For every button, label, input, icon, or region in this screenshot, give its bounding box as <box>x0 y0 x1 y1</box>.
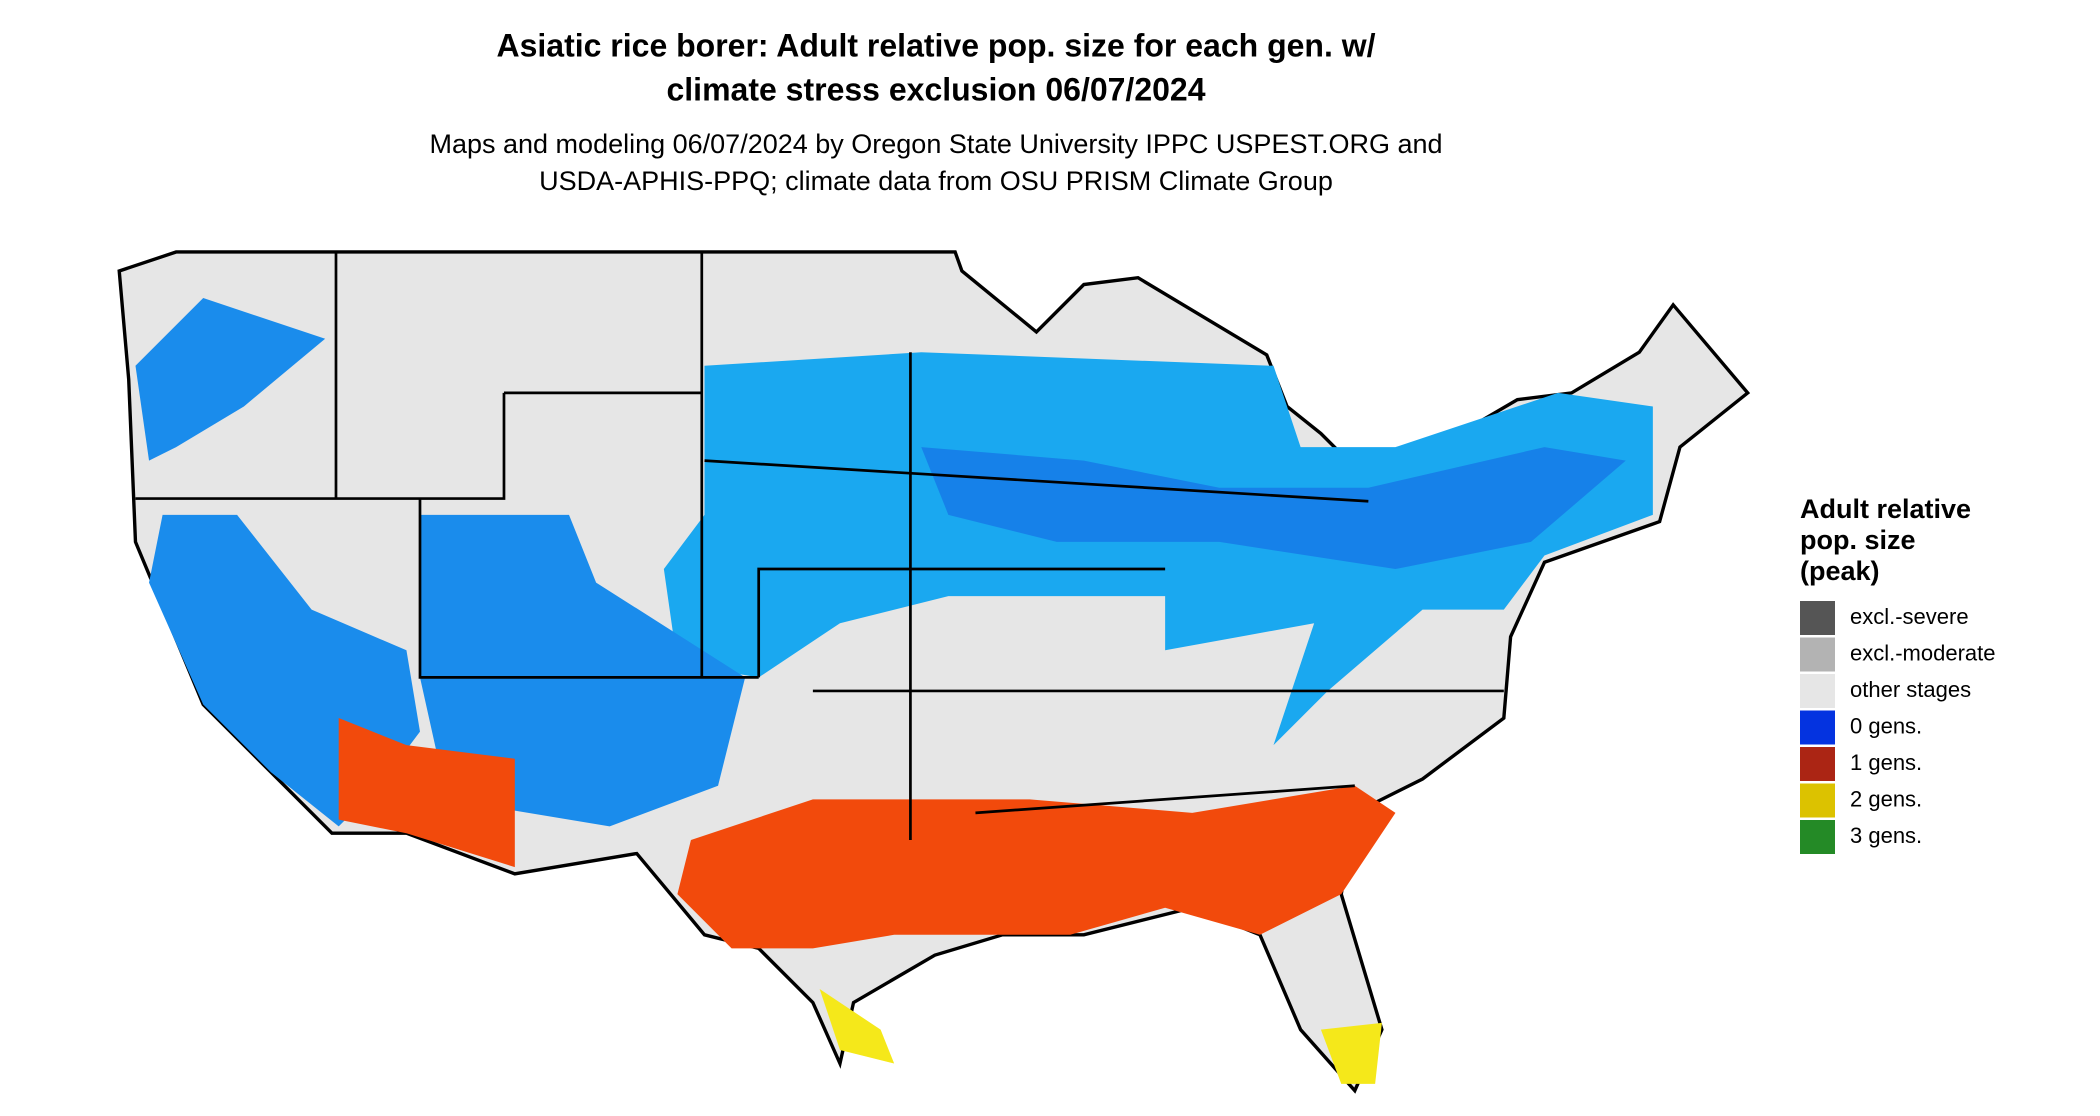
subtitle-line: Maps and modeling 06/07/2024 by Oregon S… <box>429 129 1442 159</box>
legend-label: 3 gens. <box>1850 823 1922 848</box>
legend-swatch <box>1800 637 1835 672</box>
legend-swatch <box>1800 601 1835 635</box>
legend-swatch <box>1800 820 1835 854</box>
title-line: climate stress exclusion 06/07/2024 <box>666 71 1205 107</box>
legend-label: excl.-severe <box>1850 604 1969 629</box>
legend-label: 0 gens. <box>1850 713 1922 738</box>
legend-swatch <box>1800 783 1835 818</box>
state-lines <box>135 251 1504 840</box>
state-line <box>418 498 759 679</box>
region-orange <box>338 718 515 868</box>
legend-swatch <box>1800 710 1835 745</box>
state-line <box>135 392 506 500</box>
legend-title: pop. size <box>1800 525 1916 555</box>
legend-label: other stages <box>1850 677 1971 702</box>
region-yellow <box>1320 1022 1382 1084</box>
state-line <box>757 567 1166 678</box>
region-orange <box>677 785 1396 949</box>
region-blue <box>419 514 746 827</box>
legend-title: Adult relative <box>1800 494 1971 524</box>
region-blue-dark <box>921 447 1626 570</box>
region-blue <box>135 298 326 461</box>
region-yellow <box>819 989 895 1064</box>
state-line <box>975 784 1355 815</box>
us-map <box>117 250 1751 1094</box>
legend-label: 2 gens. <box>1850 786 1922 811</box>
subtitle-line: USDA-APHIS-PPQ; climate data from OSU PR… <box>539 166 1333 196</box>
legend-title: (peak) <box>1800 556 1880 586</box>
title-line: Asiatic rice borer: Adult relative pop. … <box>496 27 1375 63</box>
legend-label: 1 gens. <box>1850 750 1922 775</box>
legend-label: excl.-moderate <box>1850 640 1996 665</box>
state-line <box>704 459 1369 503</box>
legend-swatch <box>1800 674 1835 708</box>
legend-swatch <box>1800 747 1835 781</box>
